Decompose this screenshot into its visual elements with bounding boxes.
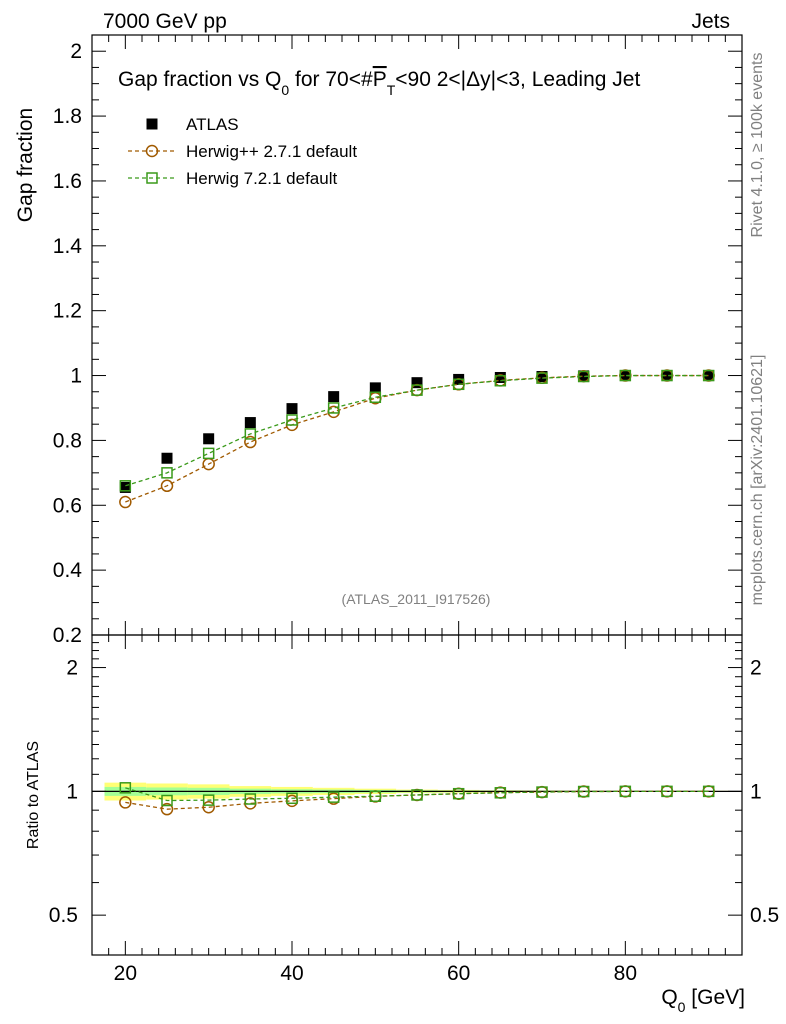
ratio-point-herwig-7-2-1-default: [702, 785, 715, 798]
main-y-tick-label: 1.8: [53, 105, 82, 128]
ratio-y-tick-label-right: 2: [750, 657, 762, 680]
ratio-y-tick-label-left: 2: [66, 657, 78, 680]
rivet-label: Rivet 4.1.0, ≥ 100k events: [749, 53, 766, 238]
main-y-tick-label: 0.6: [53, 494, 82, 517]
ratio-point-herwig-7-2-1-default: [619, 785, 632, 798]
ratio-point-herwig-2-7-1-default: [202, 800, 215, 814]
main-point-herwig-7-2-1-default: [619, 369, 632, 382]
ratio-line-herwig-7-2-1-default: [125, 787, 709, 802]
x-tick-label: 40: [280, 962, 303, 985]
x-tick-label: 80: [614, 962, 637, 985]
ratio-point-herwig-7-2-1-default: [536, 786, 548, 798]
analysis-watermark: (ATLAS_2011_I917526): [342, 591, 491, 607]
main-point-atlas: [161, 452, 173, 464]
main-point-atlas: [119, 481, 131, 493]
ratio-y-tick-label-right: 1: [750, 780, 762, 803]
legend-label-herwig-7-2-1-default: Herwig 7.2.1 default: [186, 169, 337, 188]
main-line-herwig-7-2-1-default: [125, 374, 709, 487]
main-point-atlas: [494, 371, 506, 383]
plot-marks: 20 40 60 80 0.2 0.4 0.6 0.8 1 1.2 1.4 1.6 1.8 2 0.5 0.5…: [49, 34, 779, 985]
main-point-herwig-7-2-1-default: [411, 384, 423, 396]
main-point-herwig-7-2-1-default: [161, 467, 173, 479]
x-axis-label: Q0 [GeV]: [661, 986, 745, 1015]
main-y-tick-label: 1.6: [53, 170, 82, 193]
legend-label-atlas: ATLAS: [186, 115, 239, 134]
main-point-atlas: [369, 382, 381, 394]
main-point-herwig-7-2-1-default: [202, 447, 215, 460]
main-point-herwig-7-2-1-default: [327, 402, 340, 414]
ratio-point-herwig-2-7-1-default: [119, 796, 132, 809]
main-point-atlas: [536, 371, 548, 383]
ratio-y-axis-label: Ratio to ATLAS: [25, 741, 42, 849]
ratio-y-tick-label-left: 1: [66, 780, 78, 803]
main-point-herwig-7-2-1-default: [286, 414, 298, 426]
legend-label-herwig-2-7-1-default: Herwig++ 2.7.1 default: [186, 142, 357, 161]
ratio-point-herwig-2-7-1-default: [160, 802, 174, 816]
main-point-atlas: [328, 391, 340, 403]
main-point-herwig-7-2-1-default: [369, 391, 382, 404]
main-y-tick-label: 2: [70, 40, 82, 63]
ratio-plot-frame: [91, 634, 743, 956]
ratio-point-herwig-7-2-1-default: [119, 782, 132, 794]
main-line-herwig-2-7-1-default: [125, 374, 709, 503]
ratio-point-herwig-7-2-1-default: [244, 793, 257, 805]
ratio-point-herwig-7-2-1-default: [577, 785, 590, 798]
ratio-point-herwig-7-2-1-default: [411, 789, 423, 801]
ratio-y-tick-label-right: 0.5: [750, 904, 779, 927]
ratio-y-tick-label-left: 0.5: [49, 904, 78, 927]
legend-marker-herwig-7-2-1-default: [146, 172, 158, 184]
main-point-herwig-7-2-1-default: [244, 428, 257, 440]
header-left: 7000 GeV pp: [103, 10, 227, 33]
main-y-tick-label: 0.8: [53, 429, 82, 452]
x-tick-label: 20: [114, 962, 137, 985]
legend-marker-atlas: [146, 118, 158, 130]
x-tick-label: 60: [447, 962, 470, 985]
main-point-herwig-7-2-1-default: [119, 480, 132, 492]
main-point-herwig-7-2-1-default: [494, 374, 507, 387]
main-point-herwig-2-7-1-default: [160, 479, 174, 493]
main-point-herwig-2-7-1-default: [244, 435, 257, 449]
main-point-atlas: [619, 370, 631, 382]
main-point-atlas: [578, 370, 590, 382]
main-y-tick-label: 0.4: [53, 559, 83, 582]
ratio-point-herwig-7-2-1-default: [369, 790, 382, 802]
main-point-atlas: [244, 417, 256, 429]
main-y-tick-label: 0.2: [53, 624, 82, 647]
main-point-atlas: [703, 370, 715, 382]
main-point-herwig-7-2-1-default: [452, 378, 465, 391]
main-point-herwig-7-2-1-default: [536, 372, 548, 384]
main-y-tick-label: 1.2: [53, 300, 82, 323]
legend-marker-herwig-2-7-1-default: [145, 144, 159, 158]
main-point-atlas: [286, 403, 298, 415]
mcplots-label: mcplots.cern.ch [arXiv:2401.10621]: [749, 355, 766, 606]
main-point-herwig-2-7-1-default: [119, 495, 132, 509]
ratio-point-herwig-7-2-1-default: [327, 791, 340, 803]
main-point-atlas: [661, 370, 673, 382]
main-y-axis-label: Gap fraction: [14, 108, 37, 222]
ratio-point-herwig-7-2-1-default: [286, 792, 298, 805]
main-y-tick-label: 1.4: [53, 235, 83, 258]
ratio-point-herwig-7-2-1-default: [161, 794, 173, 807]
main-point-atlas: [203, 433, 215, 445]
ratio-point-herwig-7-2-1-default: [494, 787, 507, 799]
ratio-point-herwig-7-2-1-default: [452, 787, 465, 800]
main-y-tick-label: 1: [70, 365, 82, 388]
plot-title: Gap fraction vs Q0 for 70<#PT<90 2<|Δy|<…: [118, 68, 640, 98]
ratio-point-herwig-7-2-1-default: [202, 794, 215, 806]
ratio-point-herwig-7-2-1-default: [661, 785, 673, 798]
main-point-herwig-7-2-1-default: [661, 369, 673, 382]
main-point-herwig-7-2-1-default: [577, 370, 590, 383]
main-point-herwig-7-2-1-default: [702, 369, 715, 382]
main-point-atlas: [411, 377, 423, 389]
header-right: Jets: [691, 10, 730, 33]
